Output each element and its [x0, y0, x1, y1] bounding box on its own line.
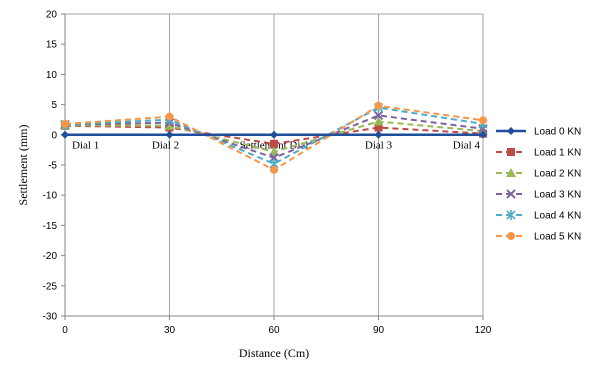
x-tick-label: 90: [373, 325, 385, 336]
x-tick-label: 30: [164, 325, 176, 336]
data-point: [373, 116, 384, 126]
data-point: [506, 189, 516, 199]
data-point: [478, 126, 488, 136]
x-tick-label: 60: [268, 325, 280, 336]
data-point: [506, 210, 516, 220]
data-point: [270, 130, 278, 139]
x-tick-label: 0: [62, 325, 68, 336]
data-point: [374, 123, 383, 132]
data-point: [164, 120, 175, 130]
y-tick-label: -20: [43, 251, 58, 262]
axes: 0 30 60 90 120 20 15 10 5 0 -5 -10 -15 -20 -25 -30: [43, 10, 492, 337]
annotation-label: Dial 3: [365, 140, 393, 152]
data-point: [374, 130, 383, 139]
annotation-label: Dial 2: [152, 140, 179, 152]
data-point: [61, 130, 69, 139]
y-tick-label: 0: [51, 130, 57, 141]
data-point: [61, 119, 69, 128]
data-point: [374, 101, 383, 110]
legend-item: Load 3 KN: [496, 189, 581, 201]
y-tick-label: -25: [43, 281, 58, 292]
legend-item: Load 2 KN: [496, 168, 581, 180]
data-point: [507, 127, 515, 135]
x-axis-title: Distance (Cm): [239, 346, 309, 360]
y-tick-label: 5: [51, 100, 57, 111]
legend-label: Load 4 KN: [534, 211, 581, 222]
legend-item: Load 5 KN: [496, 232, 581, 243]
legend: Load 0 KN Load 1 KN Load 2 KN Load 3 KN Load…: [496, 127, 581, 243]
data-point: [479, 116, 487, 125]
y-tick-label: 10: [46, 70, 58, 81]
annotation-label: Dial 4: [453, 140, 481, 152]
y-tick-label: -30: [43, 312, 58, 323]
annotation-label: Dial 1: [72, 140, 99, 152]
legend-label: Load 2 KN: [534, 169, 581, 180]
data-point: [479, 130, 487, 139]
legend-label: Load 5 KN: [534, 232, 581, 243]
legend-item: Load 4 KN: [496, 210, 581, 222]
legend-label: Load 0 KN: [534, 127, 581, 138]
legend-label: Load 1 KN: [534, 148, 581, 159]
data-point: [373, 110, 384, 121]
legend-label: Load 3 KN: [534, 190, 581, 201]
data-point: [507, 232, 515, 240]
series-load-2-kn: [60, 116, 488, 156]
data-point: [270, 139, 278, 148]
series-line: [64, 106, 484, 165]
legend-item: Load 1 KN: [496, 148, 581, 159]
y-axis-title: Settlement (mm): [16, 125, 30, 206]
data-point: [269, 146, 279, 156]
y-tick-label: -15: [43, 221, 58, 232]
y-tick-label: 15: [46, 40, 58, 51]
legend-item: Load 0 KN: [496, 127, 581, 138]
data-point: [506, 168, 516, 177]
series-load-0-kn: [61, 130, 487, 139]
x-tick-label: 120: [475, 325, 492, 336]
data-point: [270, 165, 278, 174]
y-tick-label: 20: [46, 10, 58, 21]
series: [60, 101, 488, 174]
y-tick-label: -5: [48, 161, 57, 172]
y-tick-label: -10: [43, 191, 58, 202]
data-point: [165, 130, 174, 139]
series-load-5-kn: [61, 101, 487, 174]
data-point: [507, 148, 515, 156]
data-point: [165, 112, 174, 121]
